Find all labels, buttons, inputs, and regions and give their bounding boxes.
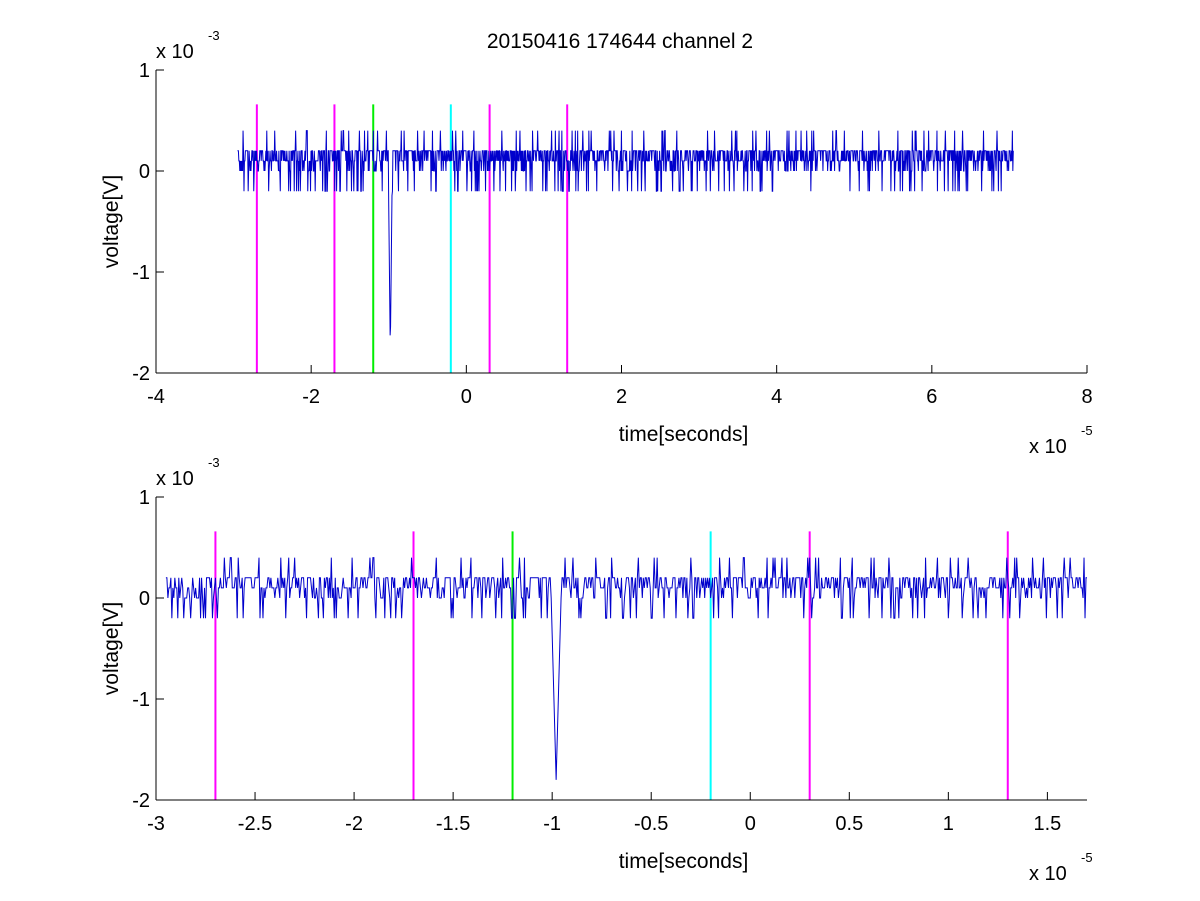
y-exponent-power: -3 <box>208 28 220 43</box>
x-tick-label: -1.5 <box>436 813 470 835</box>
x-tick-label: -2 <box>345 813 363 835</box>
x-axis-label: time[seconds] <box>619 423 749 446</box>
x-tick-label: 0 <box>461 386 472 408</box>
chart-title: 20150416 174644 channel 2 <box>487 30 753 53</box>
x-tick-label: -2.5 <box>238 813 272 835</box>
x-exponent-power: -5 <box>1081 850 1093 865</box>
x-tick-label: -3 <box>147 813 165 835</box>
x-exponent-power: -5 <box>1081 423 1093 438</box>
y-exponent-power: -3 <box>208 455 220 470</box>
y-axis-label: voltage[V] <box>100 175 123 268</box>
y-tick-label: -2 <box>132 363 150 385</box>
x-tick-label: 8 <box>1081 386 1092 408</box>
y-exponent-label: x 10 <box>156 468 194 490</box>
x-tick-label: 4 <box>771 386 782 408</box>
x-tick-label: 6 <box>926 386 937 408</box>
x-tick-label: 0 <box>745 813 756 835</box>
x-exponent-label: x 10 <box>1029 436 1067 458</box>
x-tick-label: -0.5 <box>634 813 668 835</box>
y-exponent-label: x 10 <box>156 41 194 63</box>
y-tick-label: -2 <box>132 790 150 812</box>
x-axis-label: time[seconds] <box>619 850 749 873</box>
y-tick-label: 1 <box>139 487 150 509</box>
top-subplot: -4 -2 0 2 4 6 8-2-101time[seconds]voltage[V]x … <box>100 28 1093 458</box>
x-tick-label: 0.5 <box>835 813 863 835</box>
y-tick-label: 1 <box>139 60 150 82</box>
x-tick-label: 1 <box>943 813 954 835</box>
bottom-subplot: -3 -2.5 -2 -1.5 -1 -0.5 0 0.5 1 1.5 -2 -1 0 1 time[sec… <box>100 455 1093 885</box>
x-tick-label: 2 <box>616 386 627 408</box>
signal-trace <box>237 130 1014 336</box>
y-tick-label: 0 <box>139 588 150 610</box>
x-tick-label: 1.5 <box>1033 813 1061 835</box>
y-tick-label: 0 <box>139 161 150 183</box>
x-tick-label: -4 <box>147 386 165 408</box>
y-tick-label: -1 <box>132 262 150 284</box>
x-tick-label: -1 <box>543 813 561 835</box>
x-exponent-label: x 10 <box>1029 863 1067 885</box>
y-axis-label: voltage[V] <box>100 602 123 695</box>
signal-trace <box>165 557 1087 780</box>
x-tick-label: -2 <box>302 386 320 408</box>
y-tick-label: -1 <box>132 689 150 711</box>
